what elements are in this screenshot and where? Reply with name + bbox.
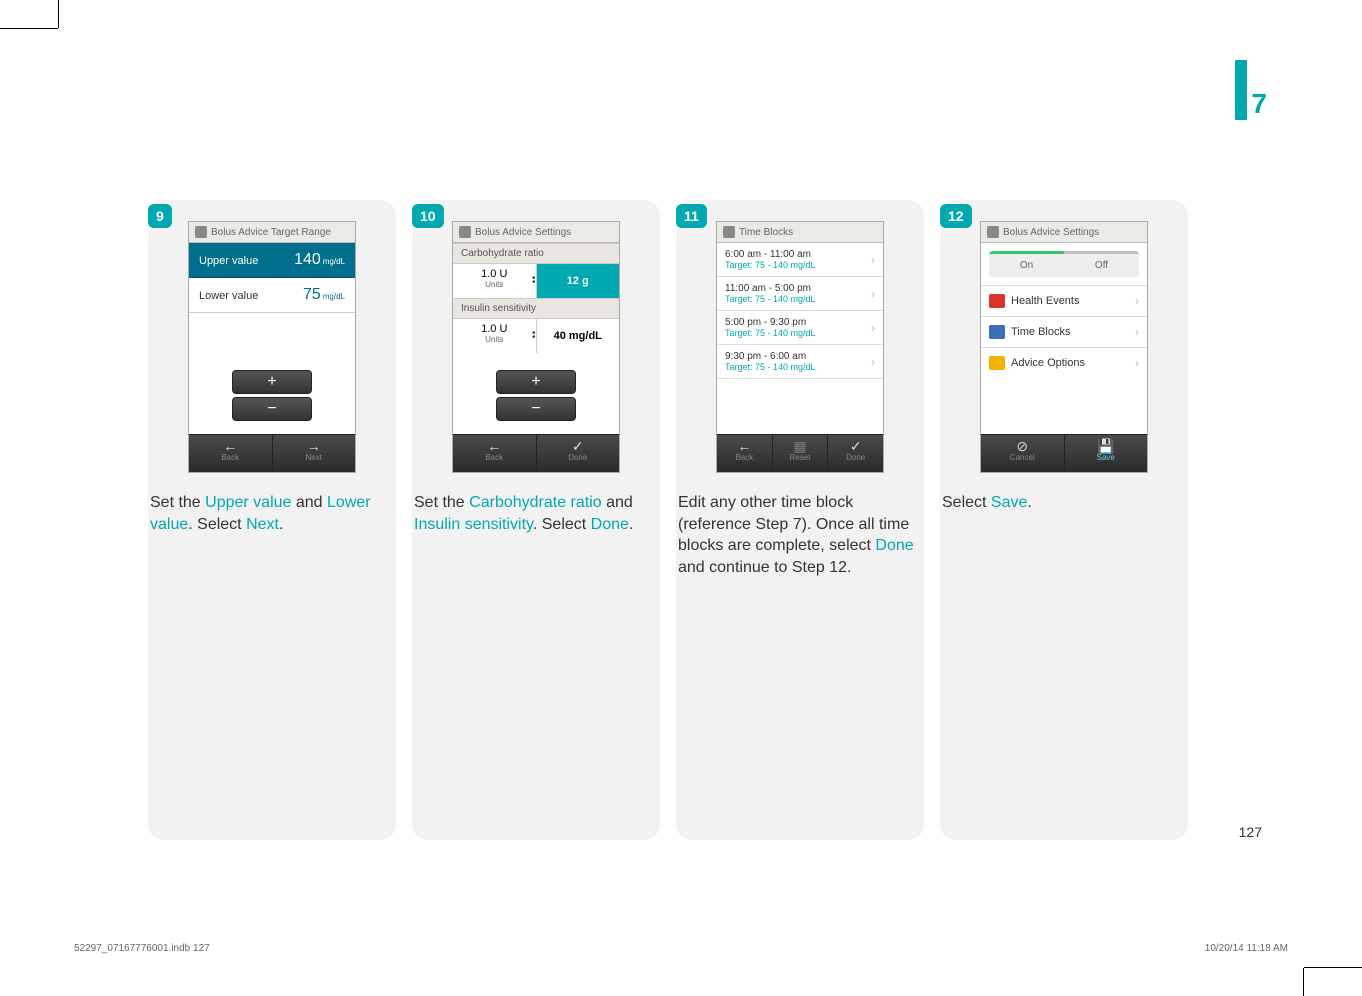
screen-title-text: Bolus Advice Settings [1003, 227, 1099, 238]
bulb-icon [989, 356, 1005, 370]
time-block-row[interactable]: 11:00 am - 5:00 pmTarget: 75 - 140 mg/dL… [717, 277, 883, 311]
crop-mark [1304, 967, 1362, 968]
step-badge: 11 [676, 204, 707, 228]
screen-time-blocks: Time Blocks 6:00 am - 11:00 amTarget: 75… [716, 221, 884, 473]
carb-ratio-label: Carbohydrate ratio [453, 243, 619, 264]
footer-timestamp: 10/20/14 11:18 AM [1205, 943, 1288, 954]
cancel-button[interactable]: ⊘Cancel [981, 435, 1065, 472]
screen-title: Bolus Advice Target Range [189, 222, 355, 243]
plus-button[interactable]: + [232, 370, 312, 394]
menu-advice-options[interactable]: Advice Options › [981, 347, 1147, 378]
step-9-card: 9 Bolus Advice Target Range Upper value … [148, 200, 396, 840]
carb-units[interactable]: 1.0 U Units •• [453, 264, 537, 298]
bottom-bar: ←Back ▦Reset ✓Done [717, 434, 883, 472]
time-block-row[interactable]: 6:00 am - 11:00 amTarget: 75 - 140 mg/dL… [717, 243, 883, 277]
back-button[interactable]: ←Back [717, 435, 773, 472]
chapter-tab: 7 [1235, 60, 1267, 120]
clock-icon [989, 325, 1005, 339]
crop-mark [0, 28, 58, 29]
upper-value-row[interactable]: Upper value 140mg/dL [189, 243, 355, 278]
reset-button[interactable]: ▦Reset [773, 435, 829, 472]
upper-label: Upper value [199, 255, 258, 267]
step-9-instruction: Set the Upper value and Lower value. Sel… [148, 476, 396, 535]
step-10-instruction: Set the Carbohydrate ratio and Insulin s… [412, 476, 660, 535]
app-icon [195, 226, 207, 238]
screen-bolus-settings-main: Bolus Advice Settings On Off Health Even… [980, 221, 1148, 473]
stepper: + − [496, 367, 576, 424]
step-12-card: 12 Bolus Advice Settings On Off Health E… [940, 200, 1188, 840]
chevron-right-icon: › [871, 253, 875, 267]
lower-value-row[interactable]: Lower value 75mg/dL [189, 278, 355, 313]
app-icon [987, 226, 999, 238]
toggle-off[interactable]: Off [1064, 251, 1139, 277]
step-badge: 9 [148, 204, 172, 228]
menu-time-blocks[interactable]: Time Blocks › [981, 316, 1147, 347]
screen-title-text: Time Blocks [739, 227, 793, 238]
bottom-bar: ←Back ✓Done [453, 434, 619, 472]
chapter-number: 7 [1251, 88, 1267, 120]
step-badge: 12 [940, 204, 972, 228]
heart-icon [989, 294, 1005, 308]
lower-value: 75mg/dL [303, 286, 345, 304]
next-button[interactable]: →Next [273, 435, 356, 472]
print-footer: 52297_07167776001.indb 127 10/20/14 11:1… [74, 943, 1288, 954]
plus-button[interactable]: + [496, 370, 576, 394]
ins-units[interactable]: 1.0 U Units •• [453, 319, 537, 353]
on-off-toggle[interactable]: On Off [989, 251, 1139, 277]
colon-icon: •• [532, 277, 534, 285]
save-button[interactable]: 💾Save [1065, 435, 1148, 472]
step-10-card: 10 Bolus Advice Settings Carbohydrate ra… [412, 200, 660, 840]
menu-health-events[interactable]: Health Events › [981, 285, 1147, 316]
back-button[interactable]: ←Back [189, 435, 273, 472]
step-11-card: 11 Time Blocks 6:00 am - 11:00 amTarget:… [676, 200, 924, 840]
time-block-row[interactable]: 9:30 pm - 6:00 amTarget: 75 - 140 mg/dL … [717, 345, 883, 379]
page-number: 127 [1239, 824, 1262, 840]
minus-button[interactable]: − [232, 397, 312, 421]
chevron-right-icon: › [871, 321, 875, 335]
bottom-bar: ⊘Cancel 💾Save [981, 434, 1147, 472]
insulin-sens-row[interactable]: 1.0 U Units •• 40 mg/dL [453, 319, 619, 353]
footer-file: 52297_07167776001.indb 127 [74, 943, 210, 954]
screen-target-range: Bolus Advice Target Range Upper value 14… [188, 221, 356, 473]
stepper: + − [232, 367, 312, 424]
screen-title: Bolus Advice Settings [981, 222, 1147, 243]
screen-bolus-settings: Bolus Advice Settings Carbohydrate ratio… [452, 221, 620, 473]
colon-icon: •• [532, 332, 534, 340]
chevron-right-icon: › [1135, 294, 1139, 308]
step-badge: 10 [412, 204, 444, 228]
insulin-sens-label: Insulin sensitivity [453, 298, 619, 319]
upper-value: 140mg/dL [294, 251, 345, 269]
chevron-right-icon: › [1135, 356, 1139, 370]
screen-title-text: Bolus Advice Target Range [211, 227, 331, 238]
ins-value[interactable]: 40 mg/dL [537, 319, 620, 353]
chevron-right-icon: › [871, 355, 875, 369]
chapter-bar [1235, 60, 1247, 120]
app-icon [459, 226, 471, 238]
done-button[interactable]: ✓Done [828, 435, 883, 472]
minus-button[interactable]: − [496, 397, 576, 421]
app-icon [723, 226, 735, 238]
carb-ratio-row[interactable]: 1.0 U Units •• 12 g [453, 264, 619, 298]
carb-value-selected[interactable]: 12 g [537, 264, 620, 298]
screen-title: Time Blocks [717, 222, 883, 243]
screen-title: Bolus Advice Settings [453, 222, 619, 243]
lower-label: Lower value [199, 290, 258, 302]
crop-mark [1303, 968, 1304, 996]
time-block-row[interactable]: 5:00 pm - 9:30 pmTarget: 75 - 140 mg/dL … [717, 311, 883, 345]
step-12-instruction: Select Save. [940, 476, 1188, 514]
back-button[interactable]: ←Back [453, 435, 537, 472]
toggle-on[interactable]: On [989, 251, 1064, 277]
bottom-bar: ←Back →Next [189, 434, 355, 472]
step-11-instruction: Edit any other time block (reference Ste… [676, 476, 924, 578]
chevron-right-icon: › [1135, 325, 1139, 339]
crop-mark [58, 0, 59, 28]
screen-title-text: Bolus Advice Settings [475, 227, 571, 238]
done-button[interactable]: ✓Done [537, 435, 620, 472]
chevron-right-icon: › [871, 287, 875, 301]
